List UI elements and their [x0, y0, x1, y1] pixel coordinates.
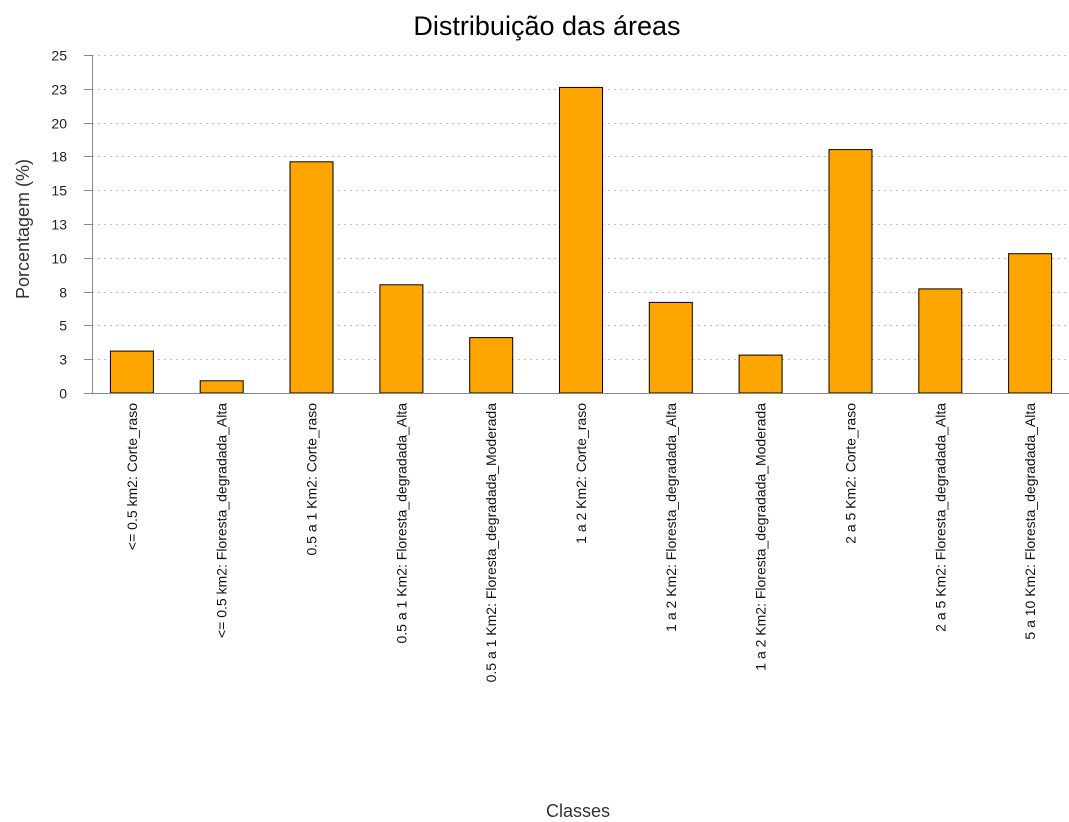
bar	[918, 288, 963, 394]
x-category-label: 5 a 10 Km2: Floresta_degradada_Alta	[1022, 403, 1038, 640]
y-tick-label: 13	[51, 217, 67, 233]
bar	[469, 337, 514, 394]
x-category-label: 1 a 2 Km2: Corte_raso	[573, 403, 589, 544]
bar	[199, 380, 244, 394]
x-category-label: 1 a 2 Km2: Floresta_degradada_Moderada	[753, 403, 769, 671]
x-axis-title: Classes	[546, 801, 610, 821]
x-category-label: <= 0.5 km2: Corte_raso	[124, 403, 140, 550]
x-category-labels: <= 0.5 km2: Corte_raso <= 0.5 km2: Flores…	[124, 403, 1038, 683]
y-tick-label: 20	[51, 116, 67, 132]
y-tick-label: 10	[51, 251, 67, 267]
x-category-label: 1 a 2 Km2: Floresta_degradada_Alta	[663, 403, 679, 632]
y-tick-label: 0	[59, 386, 67, 402]
y-tick-label: 15	[51, 183, 67, 199]
gridlines	[92, 55, 1069, 360]
x-category-label: 0.5 a 1 Km2: Floresta_degradada_Moderada	[483, 403, 499, 683]
bar	[109, 350, 154, 394]
y-tick-label: 25	[51, 48, 67, 64]
chart-title: Distribuição das áreas	[413, 11, 680, 41]
y-tick-label: 8	[59, 285, 67, 301]
bar	[289, 161, 334, 394]
y-tick-label: 18	[51, 149, 67, 165]
bar	[379, 284, 424, 394]
bar	[559, 86, 603, 394]
x-category-label: 2 a 5 Km2: Floresta_degradada_Alta	[932, 403, 948, 632]
y-axis-title: Porcentagem (%)	[13, 159, 33, 299]
bar	[1008, 253, 1053, 394]
bar	[828, 149, 873, 394]
x-category-label: 0.5 a 1 Km2: Floresta_degradada_Alta	[393, 403, 409, 644]
y-tick-labels: 0 3 5 8 10 13 15 18 20 23 25	[51, 48, 67, 402]
axes	[84, 55, 1069, 394]
bars	[109, 86, 1053, 394]
bar	[738, 354, 783, 394]
bar	[648, 301, 693, 394]
x-category-label: 2 a 5 Km2: Corte_raso	[843, 403, 859, 544]
y-tick-label: 5	[59, 318, 67, 334]
x-category-label: 0.5 a 1 Km2: Corte_raso	[304, 403, 320, 556]
y-tick-label: 23	[51, 82, 67, 98]
y-tick-label: 3	[59, 352, 67, 368]
x-category-label: <= 0.5 km2: Floresta_degradada_Alta	[214, 403, 230, 638]
